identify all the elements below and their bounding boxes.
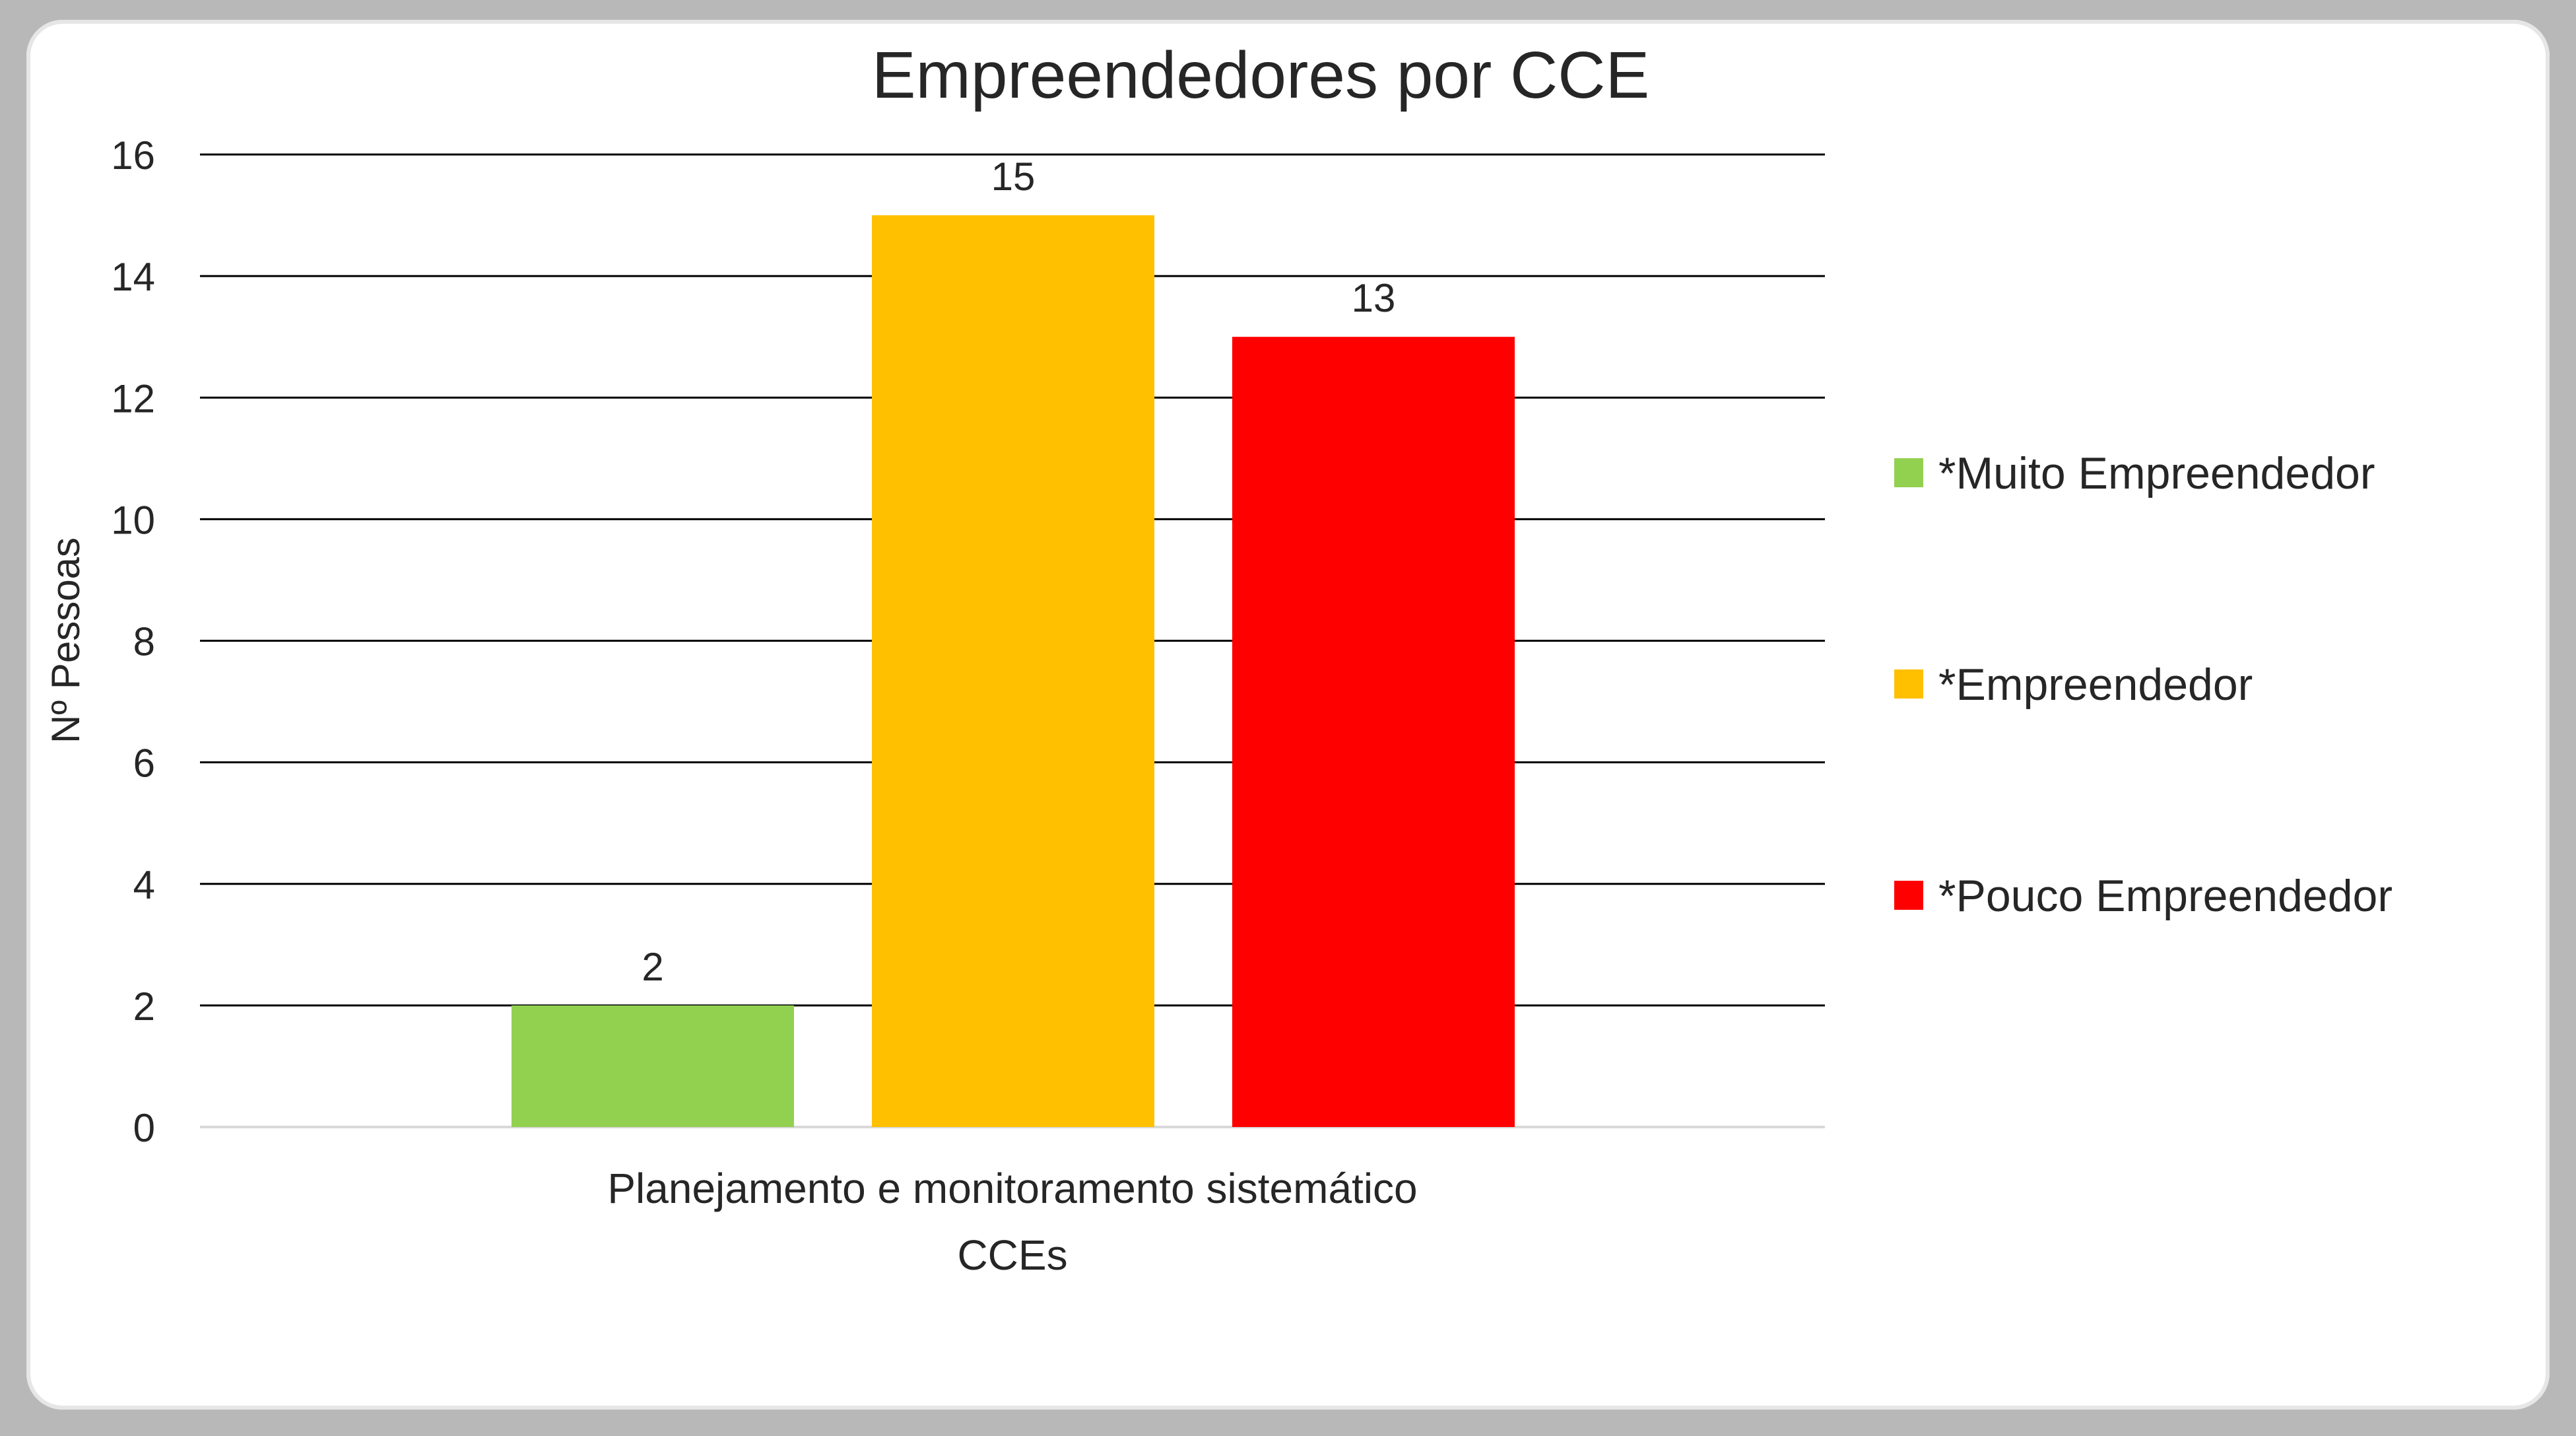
y-tick-label: 0 (133, 1106, 155, 1150)
legend-label: *Empreendedor (1938, 660, 2253, 710)
y-tick-label: 10 (111, 498, 155, 542)
bar-3 (1232, 337, 1515, 1127)
x-axis-label: CCEs (957, 1231, 1067, 1279)
bar-2 (872, 215, 1154, 1127)
legend-swatch (1894, 669, 1923, 699)
y-tick-label: 6 (133, 741, 155, 786)
legend-swatch (1894, 881, 1923, 910)
bar-1 (512, 1005, 794, 1127)
y-tick-label: 16 (111, 133, 155, 178)
x-category-label: Planejamento e monitoramento sistemático (607, 1165, 1417, 1212)
legend-label: *Pouco Empreendedor (1938, 871, 2393, 921)
data-labels: 2 15 13 (642, 154, 1395, 989)
bars (512, 215, 1515, 1127)
chart-title: Empreendedores por CCE (872, 38, 1649, 112)
data-label: 13 (1352, 276, 1396, 320)
y-tick-label: 12 (111, 376, 155, 421)
legend-swatch (1894, 458, 1923, 487)
y-tick-labels: 0 2 4 6 8 10 12 14 16 (111, 133, 155, 1150)
y-tick-label: 8 (133, 620, 155, 664)
y-tick-label: 14 (111, 255, 155, 299)
data-label: 15 (991, 154, 1036, 199)
y-tick-label: 4 (133, 863, 155, 907)
y-axis-label: Nº Pessoas (44, 537, 88, 743)
y-tick-label: 2 (133, 984, 155, 1029)
legend: *Muito Empreendedor *Empreendedor *Pouco E… (1894, 448, 2393, 921)
chart-svg: Empreendedores por CCE Nº Pessoas 0 2 4 6 8 1… (44, 38, 2393, 1279)
legend-label: *Muito Empreendedor (1938, 448, 2375, 498)
data-label: 2 (642, 945, 663, 989)
